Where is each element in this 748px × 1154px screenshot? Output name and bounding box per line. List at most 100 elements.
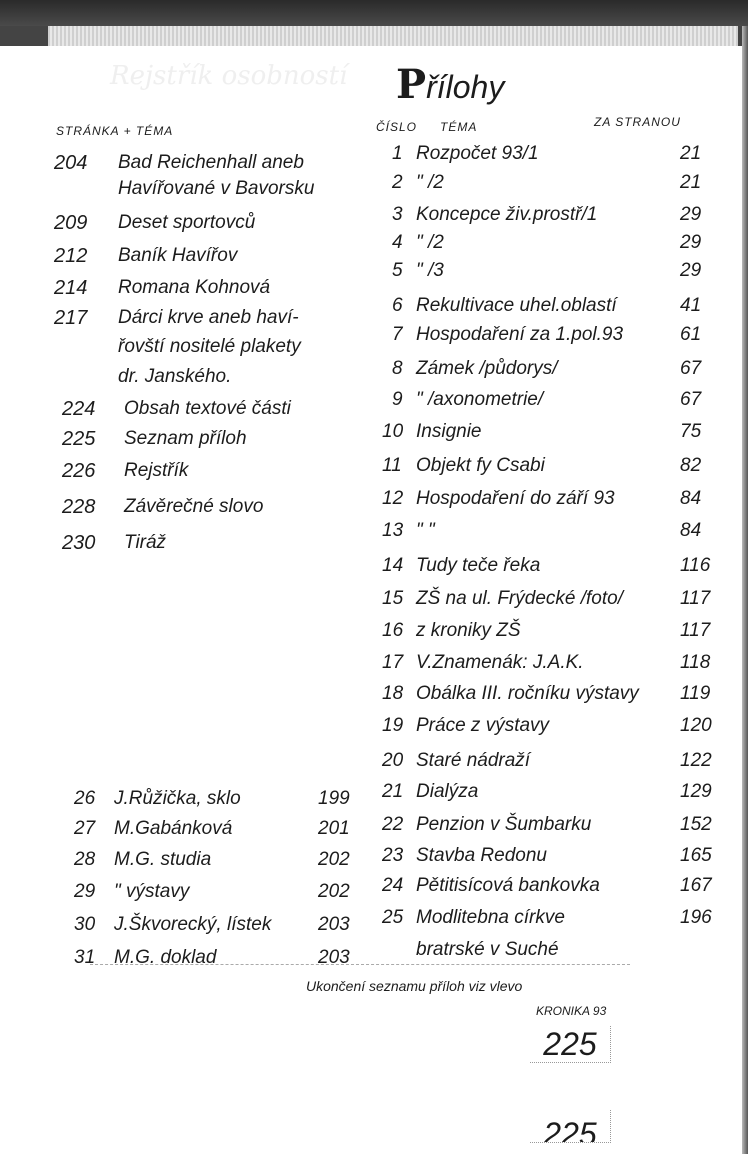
attachment-number: 26 [74,788,96,809]
attachment-page: 203 [318,914,350,935]
attachment-topic: z kroniky ZŠ [416,620,521,641]
attachment-number: 8 [392,358,403,379]
attachment-number: 9 [392,389,403,410]
attachment-number: 1 [392,143,403,164]
attachment-number: 29 [74,881,96,902]
attachment-number: 12 [382,488,404,509]
attachment-page: 61 [680,324,702,345]
number-column-header: ČÍSLO [376,120,418,134]
attachment-page: 196 [680,907,712,928]
attachment-number: 27 [74,818,96,839]
attachment-page: 29 [680,204,702,225]
attachment-page: 202 [318,881,350,902]
attachment-number: 28 [74,849,96,870]
page-title-rest: řílohy [426,69,505,105]
attachment-number: 7 [392,324,403,345]
attachment-page: 84 [680,520,702,541]
attachment-topic: " /2 [416,172,444,193]
attachment-number: 19 [382,715,404,736]
attachment-topic: Pětitisícová bankovka [416,875,600,896]
contents-page-number: 230 [62,532,96,554]
attachment-page: 152 [680,814,712,835]
attachment-page: 122 [680,750,712,771]
attachment-number: 31 [74,947,96,968]
contents-topic: Bad Reichenhall aneb [118,152,304,173]
attachment-page: 201 [318,818,350,839]
attachment-page: 75 [680,421,702,442]
attachment-page: 29 [680,260,702,281]
attachment-page: 117 [680,588,711,609]
page-number-stamp: 225 [530,1026,611,1063]
attachment-topic: J.Škvorecký, lístek [114,914,272,935]
attachment-number: 4 [392,232,403,253]
attachment-number: 5 [392,260,403,281]
page-edge-shadow [742,26,748,1154]
attachment-topic: Zámek /půdorys/ [416,358,558,379]
attachment-page: 21 [680,172,702,193]
contents-topic: řovští nositelé plakety [118,336,301,357]
attachment-page: 116 [680,555,711,576]
contents-page-number: 226 [62,460,96,482]
attachment-number: 2 [392,172,403,193]
attachment-number: 13 [382,520,404,541]
contents-page-number: 228 [62,496,96,518]
attachment-topic: M.Gabánková [114,818,233,839]
attachment-topic: Stavba Redonu [416,845,547,866]
footer-note: Ukončení seznamu příloh viz vlevo [306,978,523,994]
attachment-page: 82 [680,455,702,476]
attachment-number: 21 [382,781,404,802]
attachment-page: 67 [680,358,702,379]
attachment-number: 25 [382,907,404,928]
attachment-topic: M.G. doklad [114,947,217,968]
page-number-stamp-copy: 225 [530,1110,611,1143]
contents-page-number: 217 [54,307,88,329]
attachment-topic: Práce z výstavy [416,715,550,736]
stamp-label: KRONIKA 93 [536,1004,607,1018]
attachment-topic-continued: bratrské v Suché [416,939,559,960]
attachment-topic: " " [416,520,435,541]
attachment-page: 129 [680,781,712,802]
attachment-topic: J.Růžička, sklo [114,788,241,809]
attachment-topic: " /axonometrie/ [416,389,544,410]
attachment-page: 84 [680,488,702,509]
attachment-topic: Objekt fy Csabi [416,455,545,476]
attachment-topic: Modlitebna církve [416,907,565,928]
attachment-page: 67 [680,389,702,410]
attachment-topic: Hospodaření za 1.pol.93 [416,324,624,345]
attachment-number: 30 [74,914,96,935]
attachment-number: 10 [382,421,404,442]
attachment-number: 24 [382,875,404,896]
attachment-number: 22 [382,814,404,835]
attachment-page: 21 [680,143,702,164]
attachment-topic: Koncepce živ.prostř/1 [416,204,598,225]
scan-dark-border [0,0,748,26]
attachment-page: 119 [680,683,711,704]
attachment-page: 199 [318,788,350,809]
attachment-topic: " /3 [416,260,444,281]
attachment-topic: Dialýza [416,781,479,802]
attachment-topic: Penzion v Šumbarku [416,814,592,835]
attachment-number: 6 [392,295,403,316]
attachment-number: 20 [382,750,404,771]
contents-topic: Rejstřík [124,460,189,481]
attachment-page: 202 [318,849,350,870]
attachment-number: 11 [382,455,402,476]
contents-page-number: 225 [62,428,96,450]
left-column-header: STRÁNKA + TÉMA [56,124,174,138]
attachment-topic: Hospodaření do září 93 [416,488,615,509]
topic-column-header: TÉMA [440,120,478,134]
attachment-page: 117 [680,620,711,641]
attachment-topic: Staré nádraží [416,750,531,771]
attachment-number: 3 [392,204,403,225]
contents-page-number: 204 [54,152,88,174]
contents-page-number: 209 [54,212,88,234]
attachment-topic: Tudy teče řeka [416,555,541,576]
contents-page-number: 214 [54,277,88,299]
contents-topic: Baník Havířov [118,245,238,266]
contents-topic: Tiráž [124,532,167,553]
end-divider [90,964,630,965]
attachment-topic: Rekultivace uhel.oblastí [416,295,617,316]
attachment-page: 167 [680,875,712,896]
attachment-topic: Insignie [416,421,482,442]
attachment-number: 17 [382,652,404,673]
